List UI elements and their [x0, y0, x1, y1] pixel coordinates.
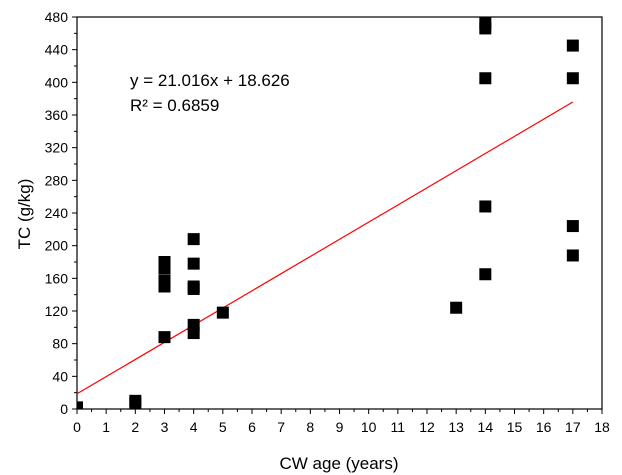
x-tick-label: 1 [102, 419, 110, 435]
y-tick-label: 120 [45, 303, 69, 319]
x-tick-label: 6 [248, 419, 256, 435]
data-point [158, 256, 171, 268]
data-point [158, 274, 171, 287]
y-tick-label: 200 [45, 238, 69, 254]
trendline-group [76, 101, 574, 395]
data-point [216, 306, 229, 319]
x-tick-label: 14 [478, 419, 494, 435]
data-point [566, 72, 579, 85]
data-point [187, 318, 200, 331]
x-tick-label: 7 [277, 419, 285, 435]
data-point [187, 280, 200, 293]
x-tick-label: 3 [161, 419, 169, 435]
data-point [566, 39, 579, 52]
y-tick-label: 240 [45, 205, 69, 221]
data-point [187, 257, 200, 270]
x-tick-label: 5 [219, 419, 227, 435]
trendline-equation: y = 21.016x + 18.626 [130, 71, 290, 90]
x-tick-label: 2 [131, 419, 139, 435]
y-tick-label: 160 [45, 270, 69, 286]
data-point [129, 394, 142, 407]
x-tick-label: 16 [536, 419, 552, 435]
r-squared-label: R² = 0.6859 [130, 96, 219, 115]
data-point [479, 17, 492, 30]
data-point [479, 72, 492, 85]
trendline [76, 101, 574, 395]
tick-labels: 0 1 2 3 4 5 6 7 8 9 10 11 12 13 14 15 16 17 18040801201602… [45, 9, 610, 435]
data-point [479, 200, 492, 213]
y-tick-label: 320 [45, 140, 69, 156]
data-point [187, 233, 200, 246]
y-tick-label: 400 [45, 74, 69, 90]
y-tick-label: 360 [45, 107, 69, 123]
x-axis-title: CW age (years) [279, 454, 398, 473]
x-tick-label: 11 [391, 419, 406, 435]
y-tick-label: 0 [60, 401, 68, 417]
x-tick-label: 9 [336, 419, 344, 435]
x-tick-label: 18 [594, 419, 610, 435]
y-tick-label: 80 [52, 336, 68, 352]
y-tick-label: 280 [45, 172, 69, 188]
axis-ticks [72, 16, 603, 414]
data-point [450, 301, 463, 314]
x-tick-label: 8 [306, 419, 314, 435]
y-tick-label: 40 [52, 368, 68, 384]
x-tick-label: 10 [361, 419, 377, 435]
x-tick-label: 4 [190, 419, 198, 435]
data-points [77, 17, 579, 409]
data-point [479, 268, 492, 281]
y-tick-label: 480 [45, 9, 69, 25]
x-tick-label: 0 [73, 419, 81, 435]
x-tick-label: 17 [565, 419, 581, 435]
x-tick-label: 15 [507, 419, 523, 435]
data-point [158, 331, 171, 344]
x-tick-label: 13 [448, 419, 464, 435]
data-point [77, 401, 83, 409]
data-point [566, 220, 579, 233]
y-tick-label: 440 [45, 42, 69, 58]
data-point [566, 249, 579, 262]
x-tick-label: 12 [419, 419, 435, 435]
y-axis-title: TC (g/kg) [15, 179, 34, 250]
